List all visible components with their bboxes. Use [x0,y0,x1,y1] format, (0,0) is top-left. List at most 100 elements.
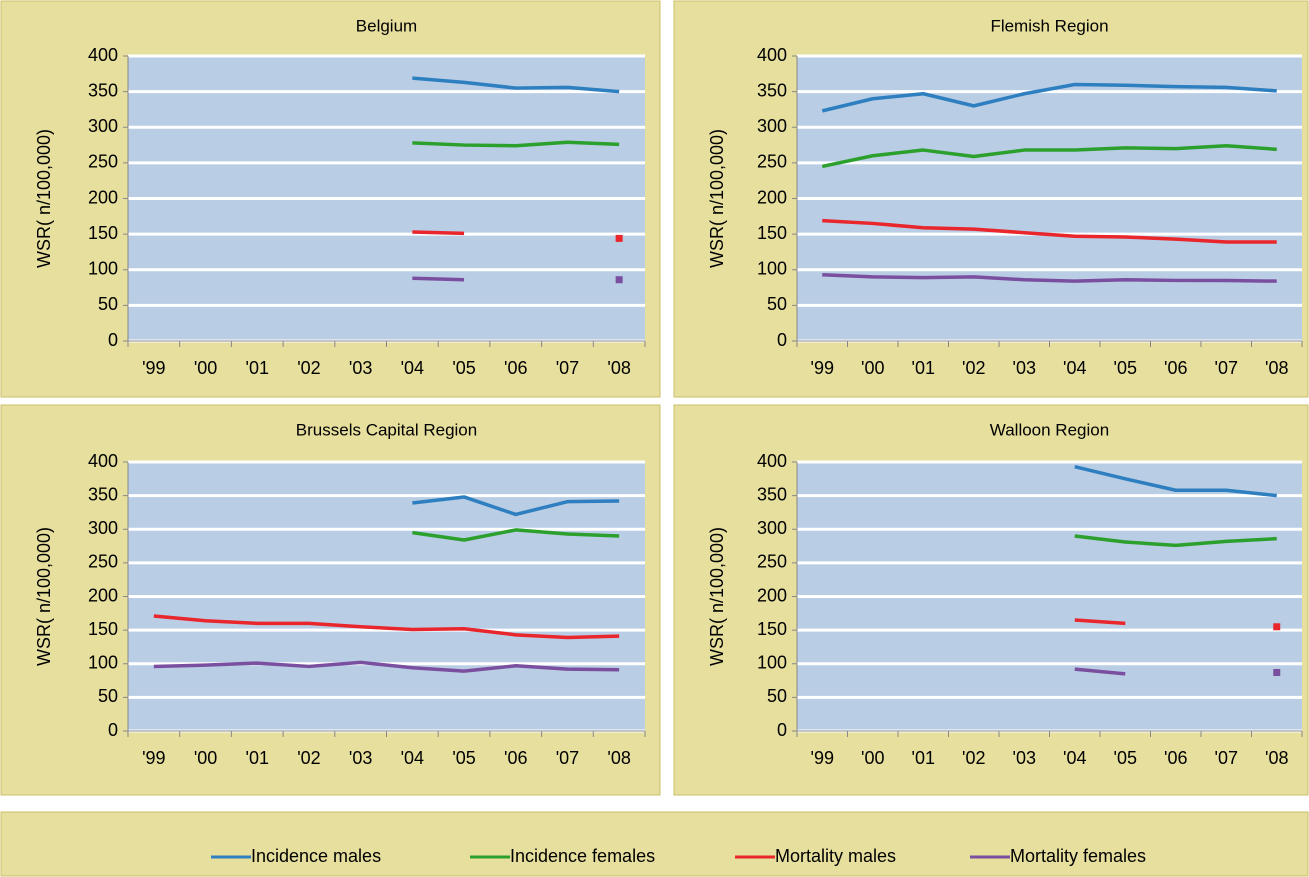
series-line [412,230,465,236]
y-tick-label: 250 [88,552,118,572]
line-point [1273,668,1281,676]
y-tick-label: 400 [88,451,118,471]
y-tick-label: 150 [757,619,787,639]
legend: Incidence males Incidence females Mortalit… [0,811,1309,877]
x-tick-label: '08 [1265,358,1288,378]
x-tick-label: '03 [1013,748,1036,768]
x-tick-label: '00 [861,358,884,378]
y-tick-label: 100 [757,653,787,673]
y-axis-label: WSR( n/100,000) [34,129,54,268]
y-tick-label: 400 [757,45,787,65]
x-tick-label: '99 [142,748,165,768]
x-tick-label: '01 [246,358,269,378]
x-tick-label: '08 [1265,748,1288,768]
y-tick-label: 0 [108,720,118,740]
y-tick-label: 50 [98,686,118,706]
series-line [412,495,620,517]
series-line [412,76,620,94]
y-tick-label: 250 [757,152,787,172]
y-tick-label: 350 [88,484,118,504]
series-line [821,144,1277,169]
y-tick-label: 0 [108,330,118,350]
x-tick-label: '08 [607,358,630,378]
y-tick-label: 200 [757,585,787,605]
legend-label: Mortality males [775,846,896,866]
chart-title: Walloon Region [990,420,1109,439]
series-line [1074,667,1126,676]
y-tick-label: 200 [88,187,118,207]
y-axis-label: WSR( n/100,000) [707,129,727,268]
x-tick-label: '07 [1215,358,1238,378]
series-line [412,276,465,282]
chart-panel: Flemish Region WSR( n/100,000) 0 50 100 150 20… [673,0,1309,398]
x-tick-label: '07 [556,748,579,768]
x-tick-label: '02 [962,358,985,378]
y-axis-label: WSR( n/100,000) [707,527,727,666]
chart-title: Flemish Region [990,16,1108,35]
x-tick-label: '03 [349,358,372,378]
legend-background [0,811,1309,877]
x-tick-label: '00 [861,748,884,768]
series-line [1074,465,1277,498]
y-tick-label: 200 [757,187,787,207]
y-tick-label: 150 [88,223,118,243]
line-point [615,234,623,242]
x-tick-label: '04 [401,748,424,768]
x-tick-label: '05 [1114,748,1137,768]
legend-label: Incidence males [251,846,381,866]
line-point [1273,623,1281,631]
x-tick-label: '99 [142,358,165,378]
x-tick-label: '99 [811,358,834,378]
series-line [822,272,1277,283]
chart-panel: Walloon Region WSR( n/100,000) 0 50 100 150 20… [673,404,1309,796]
x-tick-label: '01 [912,358,935,378]
legend-label: Mortality females [1010,846,1146,866]
y-tick-label: 300 [88,518,118,538]
x-tick-label: '03 [1013,358,1036,378]
x-tick-label: '04 [1063,748,1086,768]
chart-panel: Brussels Capital Region WSR( n/100,000) 0 5… [0,404,661,796]
x-tick-label: '03 [349,748,372,768]
series-line [412,528,620,542]
x-tick-label: '04 [1063,358,1086,378]
x-tick-label: '02 [962,748,985,768]
chart-panel: Belgium WSR( n/100,000) 0 50 100 150 200 250 300… [0,0,661,398]
x-tick-label: '05 [1114,358,1137,378]
x-tick-label: '06 [1164,358,1187,378]
y-axis-label: WSR( n/100,000) [34,527,54,666]
series-line [822,218,1277,244]
x-tick-label: '06 [504,358,527,378]
x-tick-label: '00 [194,748,217,768]
y-tick-label: 50 [767,294,787,314]
x-tick-label: '07 [556,358,579,378]
x-tick-label: '01 [912,748,935,768]
y-tick-label: 250 [88,152,118,172]
x-tick-label: '02 [297,358,320,378]
series-line [412,140,620,148]
x-tick-label: '02 [297,748,320,768]
legend-label: Incidence females [510,846,655,866]
y-tick-label: 350 [88,80,118,100]
x-tick-label: '05 [452,748,475,768]
y-tick-label: 350 [757,80,787,100]
y-tick-label: 100 [88,259,118,279]
y-tick-label: 350 [757,484,787,504]
y-tick-label: 50 [98,294,118,314]
series-line [153,660,620,673]
y-tick-label: 100 [88,653,118,673]
x-tick-label: '99 [811,748,834,768]
series-line [821,82,1277,113]
y-tick-label: 150 [88,619,118,639]
y-tick-label: 400 [757,451,787,471]
x-tick-label: '06 [1164,748,1187,768]
y-tick-label: 0 [777,330,787,350]
x-tick-label: '06 [504,748,527,768]
line-point [615,276,623,284]
x-tick-label: '04 [401,358,424,378]
y-tick-label: 0 [777,720,787,740]
y-tick-label: 200 [88,585,118,605]
y-tick-label: 150 [757,223,787,243]
y-tick-label: 100 [757,259,787,279]
x-tick-label: '08 [607,748,630,768]
y-tick-label: 250 [757,552,787,572]
